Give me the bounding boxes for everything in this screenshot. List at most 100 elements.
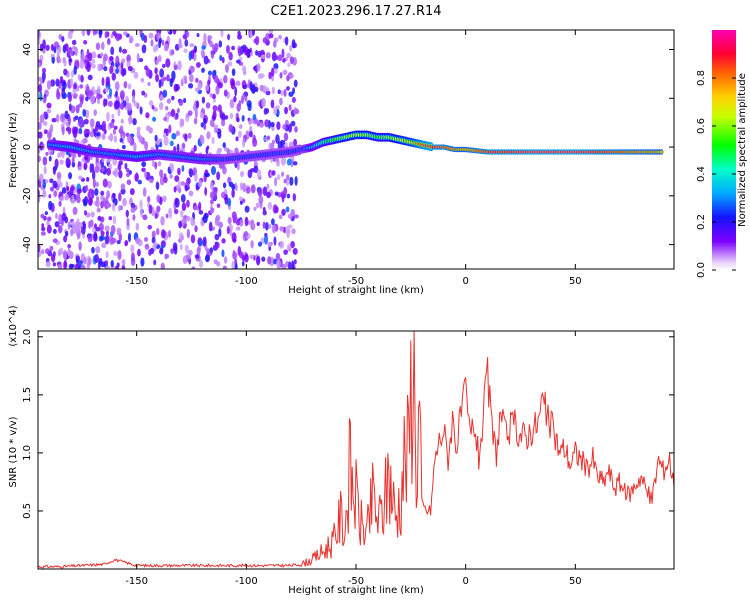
spectrogram-noise-cell: [184, 133, 188, 142]
spectrogram-y-tick-label: 40: [22, 43, 33, 56]
spectrogram-noise-cell: [141, 44, 147, 54]
spectrogram-noise-cell: [118, 160, 124, 166]
snr-y-tick-label: 0.5: [22, 503, 33, 519]
spectrogram-noise-cell: [256, 63, 261, 72]
spectrogram-noise-cell: [95, 132, 101, 137]
spectrogram-noise-cell: [188, 249, 192, 260]
spectrogram-noise-cell: [71, 198, 76, 204]
spectrogram-noise-cell: [49, 245, 54, 251]
spectrogram-noise-cell: [282, 58, 286, 63]
spectrogram-noise-cell: [111, 113, 115, 119]
spectrogram-noise-cell: [85, 184, 89, 192]
spectrogram-noise-cell: [214, 233, 220, 241]
spectrogram-noise-cell: [238, 196, 243, 202]
spectrogram-noise-cell: [209, 119, 215, 128]
spectrogram-noise-cell: [74, 115, 79, 120]
spectrogram-noise-cell: [193, 205, 199, 211]
spectrogram-noise-cell: [243, 46, 249, 56]
spectrogram-noise-cell: [53, 41, 59, 48]
spectrogram-noise-cell: [156, 228, 160, 236]
spectrogram-noise-cell: [91, 59, 96, 65]
spectrogram-noise-cell: [144, 140, 149, 151]
spectrogram-noise-cell: [220, 191, 226, 199]
spectrogram-noise-cell: [294, 108, 300, 115]
spectrogram-noise-cell: [117, 107, 121, 117]
spectrogram-noise-cell: [265, 222, 269, 231]
spectrogram-noise-cell: [103, 53, 108, 62]
spectrogram-noise-cell: [165, 128, 169, 137]
spectrogram-noise-cell: [119, 125, 124, 133]
spectrogram-noise-cell: [38, 131, 43, 139]
spectrogram-noise-cell: [85, 96, 89, 102]
spectrogram-noise-cell: [274, 191, 279, 196]
spectrogram-noise-cell: [78, 118, 84, 128]
spectrogram-noise-cell: [68, 58, 73, 63]
spectrogram-noise-cell: [38, 83, 42, 94]
spectrogram-noise-cell: [155, 73, 160, 83]
spectrogram-noise-cell: [289, 176, 294, 186]
spectrogram-noise-cell: [259, 200, 263, 209]
spectrogram-noise-cell: [41, 223, 45, 228]
spectrogram-noise-cell: [285, 206, 290, 213]
spectrogram-noise-cell: [72, 153, 77, 158]
spectrogram-noise-cell: [185, 215, 191, 222]
spectrogram-noise-cell: [285, 260, 289, 268]
spectrogram-noise-cell: [148, 100, 154, 107]
spectrogram-noise-cell: [95, 93, 101, 100]
spectrogram-noise-cell: [67, 221, 71, 230]
spectrogram-noise-cell: [133, 100, 138, 107]
spectrogram-noise-cell: [276, 121, 281, 130]
spectrogram-noise-cell: [130, 244, 135, 254]
spectrogram-noise-cell: [73, 92, 78, 99]
spectrogram-noise-cell: [117, 250, 122, 261]
spectrogram-noise-cell: [95, 42, 101, 51]
spectrogram-noise-cell: [121, 58, 126, 64]
spectrogram-noise-cell: [287, 261, 292, 269]
spectrogram-noise-cell: [235, 136, 239, 142]
spectrogram-noise-cell: [46, 102, 52, 109]
spectrogram-noise-cell: [159, 175, 165, 186]
spectrogram-noise-cell: [68, 103, 72, 112]
spectrogram-noise-cell: [189, 43, 195, 48]
spectrogram-noise-cell: [203, 117, 207, 125]
spectrogram-noise-cell: [175, 84, 180, 91]
spectrogram-noise-cell: [248, 119, 252, 126]
spectrogram-noise-cell: [64, 110, 69, 120]
spectrogram-noise-cell: [83, 162, 88, 170]
spectrogram-noise-cell: [38, 243, 41, 253]
spectrogram-noise-cell: [238, 124, 243, 129]
spectrogram-noise-cell: [226, 226, 230, 235]
spectrogram-noise-cell: [281, 48, 285, 58]
spectrogram-noise-cell: [201, 96, 206, 104]
spectrogram-noise-cell: [112, 170, 117, 176]
spectrogram-noise-cell: [46, 224, 52, 234]
spectrogram-noise-cell: [132, 214, 136, 221]
spectrogram-noise-cell: [100, 41, 105, 51]
spectrogram-noise-cell: [211, 93, 216, 100]
spectrogram-noise-cell: [262, 186, 268, 197]
spectrogram-noise-cell: [140, 257, 145, 267]
spectrogram-noise-cell: [142, 214, 148, 221]
spectrogram-noise-cell: [237, 130, 243, 139]
spectrogram-noise-cell: [49, 178, 54, 184]
spectrogram-noise-cell: [266, 183, 270, 190]
spectrogram-noise-cell: [169, 78, 173, 88]
spectrogram-noise-cell: [210, 165, 217, 176]
spectrogram-noise-cell: [281, 171, 285, 177]
spectrogram-noise-cell: [193, 117, 198, 125]
spectrogram-noise-cell: [43, 111, 47, 117]
snr-panel: -150 -100 -50 0 50 0.5 1.0 1.5 2.0 Height of str…: [8, 305, 675, 596]
spectrogram-noise-cell: [71, 161, 76, 168]
spectrogram-noise-cell: [104, 260, 109, 265]
spectrogram-noise-cell: [259, 84, 264, 92]
spectrogram-noise-cell: [162, 89, 168, 98]
spectrogram-noise-cell: [81, 30, 86, 37]
spectrogram-noise-cell: [261, 97, 266, 108]
spectrogram-noise-cell: [56, 91, 61, 100]
spectrogram-noise-cell: [45, 261, 51, 268]
spectrogram-noise-cell: [57, 263, 63, 269]
spectrogram-noise-cell: [122, 198, 127, 207]
spectrogram-noise-cell: [293, 214, 299, 219]
spectrogram-noise-cell: [265, 90, 271, 96]
spectrogram-noise-cell: [220, 119, 226, 127]
